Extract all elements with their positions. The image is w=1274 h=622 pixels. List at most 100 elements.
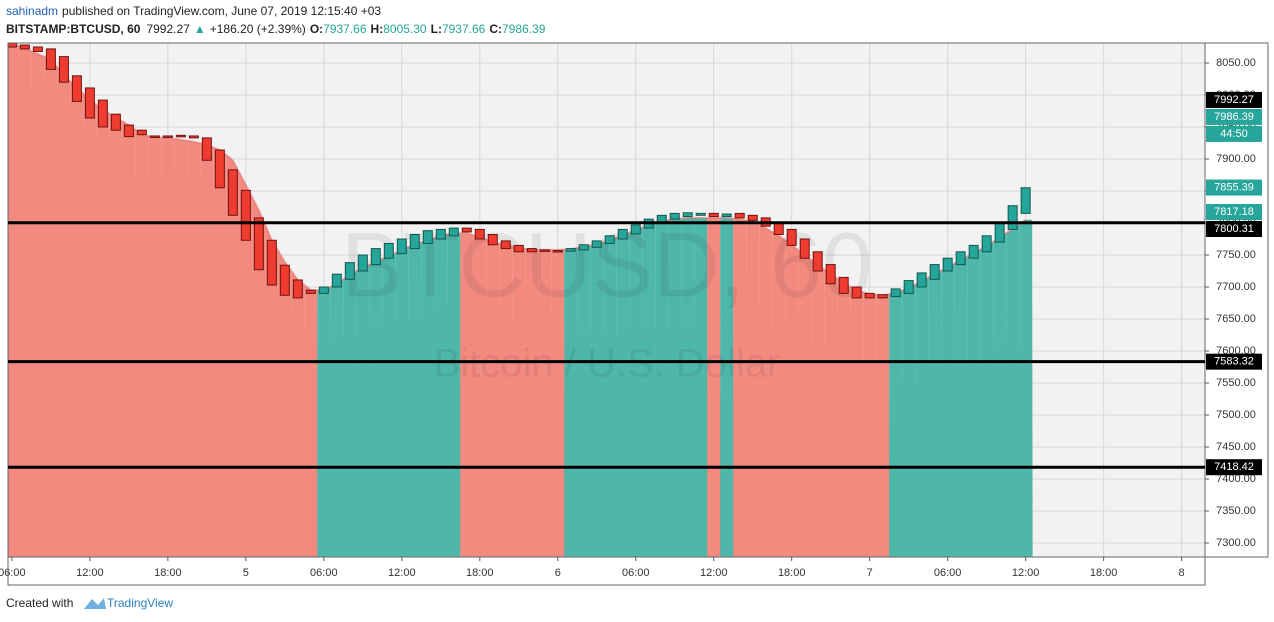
header-line: sahinadm published on TradingView.com, Ju…	[6, 4, 381, 18]
area-segment	[330, 279, 344, 557]
low-value: 7937.66	[442, 22, 486, 36]
area-segment	[460, 233, 474, 557]
area-segment	[161, 137, 175, 557]
area-segment	[655, 220, 669, 557]
area-segment	[720, 217, 734, 557]
area-segment	[538, 249, 552, 557]
footer-brand: TradingView	[107, 596, 173, 610]
area-segment	[434, 234, 448, 557]
candle-body	[8, 43, 17, 48]
candle-body	[500, 240, 511, 250]
area-segment	[174, 138, 188, 557]
area-segment	[941, 263, 955, 557]
candle-body	[461, 227, 472, 233]
x-tick-label: 6	[555, 567, 561, 579]
candle-body	[604, 235, 615, 244]
area-segment	[629, 227, 643, 557]
y-tick-label: 7400.00	[1216, 473, 1256, 485]
y-tick-label: 7350.00	[1216, 505, 1256, 517]
area-segment	[18, 45, 32, 557]
area-segment	[824, 269, 838, 557]
area-segment	[135, 129, 149, 557]
area-segment	[304, 285, 318, 557]
area-segment	[187, 140, 201, 557]
candle-body	[981, 235, 992, 253]
candle-body	[591, 240, 602, 248]
level-label: 7800.31	[1214, 223, 1254, 235]
x-tick-label: 12:00	[700, 567, 728, 579]
area-segment	[642, 222, 656, 557]
level-label: 7418.42	[1214, 461, 1254, 473]
x-tick-label: 18:00	[778, 567, 806, 579]
candle-body	[344, 262, 355, 280]
area-segment	[31, 51, 45, 557]
x-tick-label: 18:00	[1090, 567, 1118, 579]
candle-body	[97, 99, 108, 128]
area-segment	[369, 259, 383, 557]
y-tick-label: 7750.00	[1216, 249, 1256, 261]
candle-body	[994, 222, 1005, 243]
area-segment	[200, 143, 214, 557]
candle-body	[552, 250, 563, 253]
area-segment	[759, 224, 773, 557]
area-segment	[577, 245, 591, 557]
footer-text: Created with	[6, 596, 73, 610]
candle-body	[526, 248, 537, 253]
x-tick-label: 8	[1179, 567, 1185, 579]
x-tick-label: 5	[243, 567, 249, 579]
x-tick-label: 7	[867, 567, 873, 579]
candle-body	[799, 238, 810, 259]
y-tick-label: 7550.00	[1216, 377, 1256, 389]
price-label: 7992.27	[1214, 94, 1254, 106]
candle-body	[669, 212, 680, 220]
candle-body	[448, 227, 459, 237]
price-label: 7986.39	[1214, 111, 1254, 123]
level-label: 7583.32	[1214, 356, 1254, 368]
watermark-sub: Bitcoin / U.S. Dollar	[434, 342, 781, 386]
x-tick-label: 12:00	[1012, 567, 1040, 579]
candle-body	[110, 113, 121, 131]
x-tick-label: 18:00	[466, 567, 494, 579]
candle-body	[422, 230, 433, 244]
area-segment	[915, 277, 929, 557]
candle-body	[383, 242, 394, 259]
level-label-box	[1206, 220, 1262, 237]
area-segment	[811, 260, 825, 557]
low-label: L:	[431, 22, 442, 36]
area-segment	[902, 284, 916, 557]
x-tick-label: 06:00	[0, 567, 26, 579]
candle-body	[357, 254, 368, 272]
high-label: H:	[371, 22, 384, 36]
area-segment	[486, 239, 500, 557]
high-value: 8005.30	[383, 22, 427, 36]
y-tick-label: 7500.00	[1216, 409, 1256, 421]
x-tick-label: 12:00	[388, 567, 416, 579]
candle-body	[292, 279, 303, 299]
x-tick-label: 18:00	[154, 567, 182, 579]
logo	[84, 598, 106, 609]
candle-body	[396, 238, 407, 255]
area-segment	[278, 251, 292, 557]
candle-body	[32, 46, 43, 52]
area-segment	[122, 121, 136, 557]
change: +186.20 (+2.39%)	[210, 22, 306, 36]
arrow: ▲	[194, 22, 206, 36]
x-tick-label: 06:00	[934, 567, 962, 579]
candle-body	[318, 286, 329, 294]
symbol: BITSTAMP:BTCUSD, 60	[6, 22, 141, 36]
candle-body	[513, 244, 524, 253]
candle-body	[877, 294, 888, 299]
candle-body	[565, 248, 576, 252]
x-tick-label: 06:00	[622, 567, 650, 579]
candle-body	[253, 217, 264, 271]
area-segment	[1006, 224, 1020, 557]
area-segment	[668, 218, 682, 557]
area-segment	[239, 172, 253, 557]
candle-body	[734, 212, 745, 219]
area-segment	[421, 238, 435, 557]
level-label-box	[1206, 353, 1262, 370]
area-segment	[1019, 219, 1033, 557]
candle-body	[266, 239, 277, 286]
